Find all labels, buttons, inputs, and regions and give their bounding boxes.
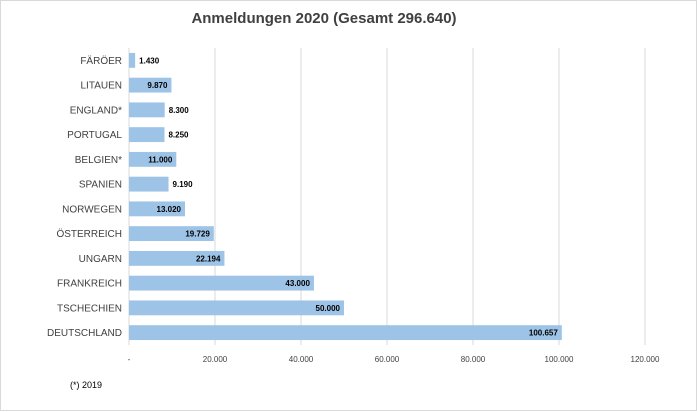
- data-label: 8.250: [168, 131, 189, 140]
- data-labels: 1.430 9.870 8.300 8.250 11.000 9.190 13.020 19.…: [139, 56, 558, 337]
- x-tick-label: 60.000: [375, 355, 400, 364]
- category-label: ÖSTERREICH: [56, 228, 122, 240]
- data-label: 100.657: [529, 329, 558, 338]
- bar: [129, 300, 344, 316]
- data-label: 43.000: [285, 279, 310, 288]
- bar: [129, 176, 169, 192]
- bar: [129, 325, 562, 341]
- data-label: 11.000: [148, 155, 173, 164]
- bar: [129, 102, 165, 118]
- bar: [129, 77, 172, 93]
- category-label: LITAUEN: [81, 81, 123, 92]
- category-label: ENGLAND*: [70, 105, 122, 116]
- chart-title: Anmeldungen 2020 (Gesamt 296.640): [191, 10, 456, 27]
- category-label: PORTUGAL: [67, 130, 122, 141]
- bar: [129, 201, 185, 217]
- data-label: 22.194: [196, 254, 221, 263]
- category-label: UNGARN: [79, 254, 122, 265]
- data-label: 13.020: [157, 205, 182, 214]
- x-axis-ticks: - 20.000 40.000 60.000 80.000 100.000 120.000: [128, 355, 660, 364]
- x-tick-label: 100.000: [545, 355, 574, 364]
- data-label: 8.300: [169, 106, 190, 115]
- x-tick-label: -: [128, 355, 131, 364]
- bar: [129, 52, 136, 68]
- x-tick-label: 80.000: [461, 355, 486, 364]
- category-labels: FÄRÖER LITAUEN ENGLAND* PORTUGAL BELGIEN* SPA…: [47, 55, 122, 339]
- bars: [129, 52, 562, 341]
- bar: [129, 127, 165, 143]
- data-label: 50.000: [316, 304, 341, 313]
- bar: [129, 151, 177, 167]
- category-label: NORWEGEN: [62, 204, 122, 215]
- data-label: 9.190: [173, 180, 194, 189]
- data-label: 9.870: [147, 81, 168, 90]
- category-label: DEUTSCHLAND: [47, 328, 122, 339]
- bar: [129, 275, 314, 291]
- x-tick-label: 20.000: [203, 355, 228, 364]
- bar: [129, 250, 225, 266]
- category-label: BELGIEN*: [75, 155, 122, 166]
- x-tick-label: 40.000: [289, 355, 314, 364]
- bar: [129, 226, 214, 242]
- data-label: 19.729: [185, 230, 210, 239]
- gridlines: [128, 48, 646, 345]
- category-label: SPANIEN: [79, 180, 122, 191]
- x-tick-label: 120.000: [631, 355, 660, 364]
- footnote: (*) 2019: [70, 380, 103, 390]
- data-label: 1.430: [139, 56, 160, 65]
- category-label: TSCHECHIEN: [57, 303, 122, 314]
- category-label: FÄRÖER: [80, 55, 122, 67]
- category-label: FRANKREICH: [57, 279, 122, 290]
